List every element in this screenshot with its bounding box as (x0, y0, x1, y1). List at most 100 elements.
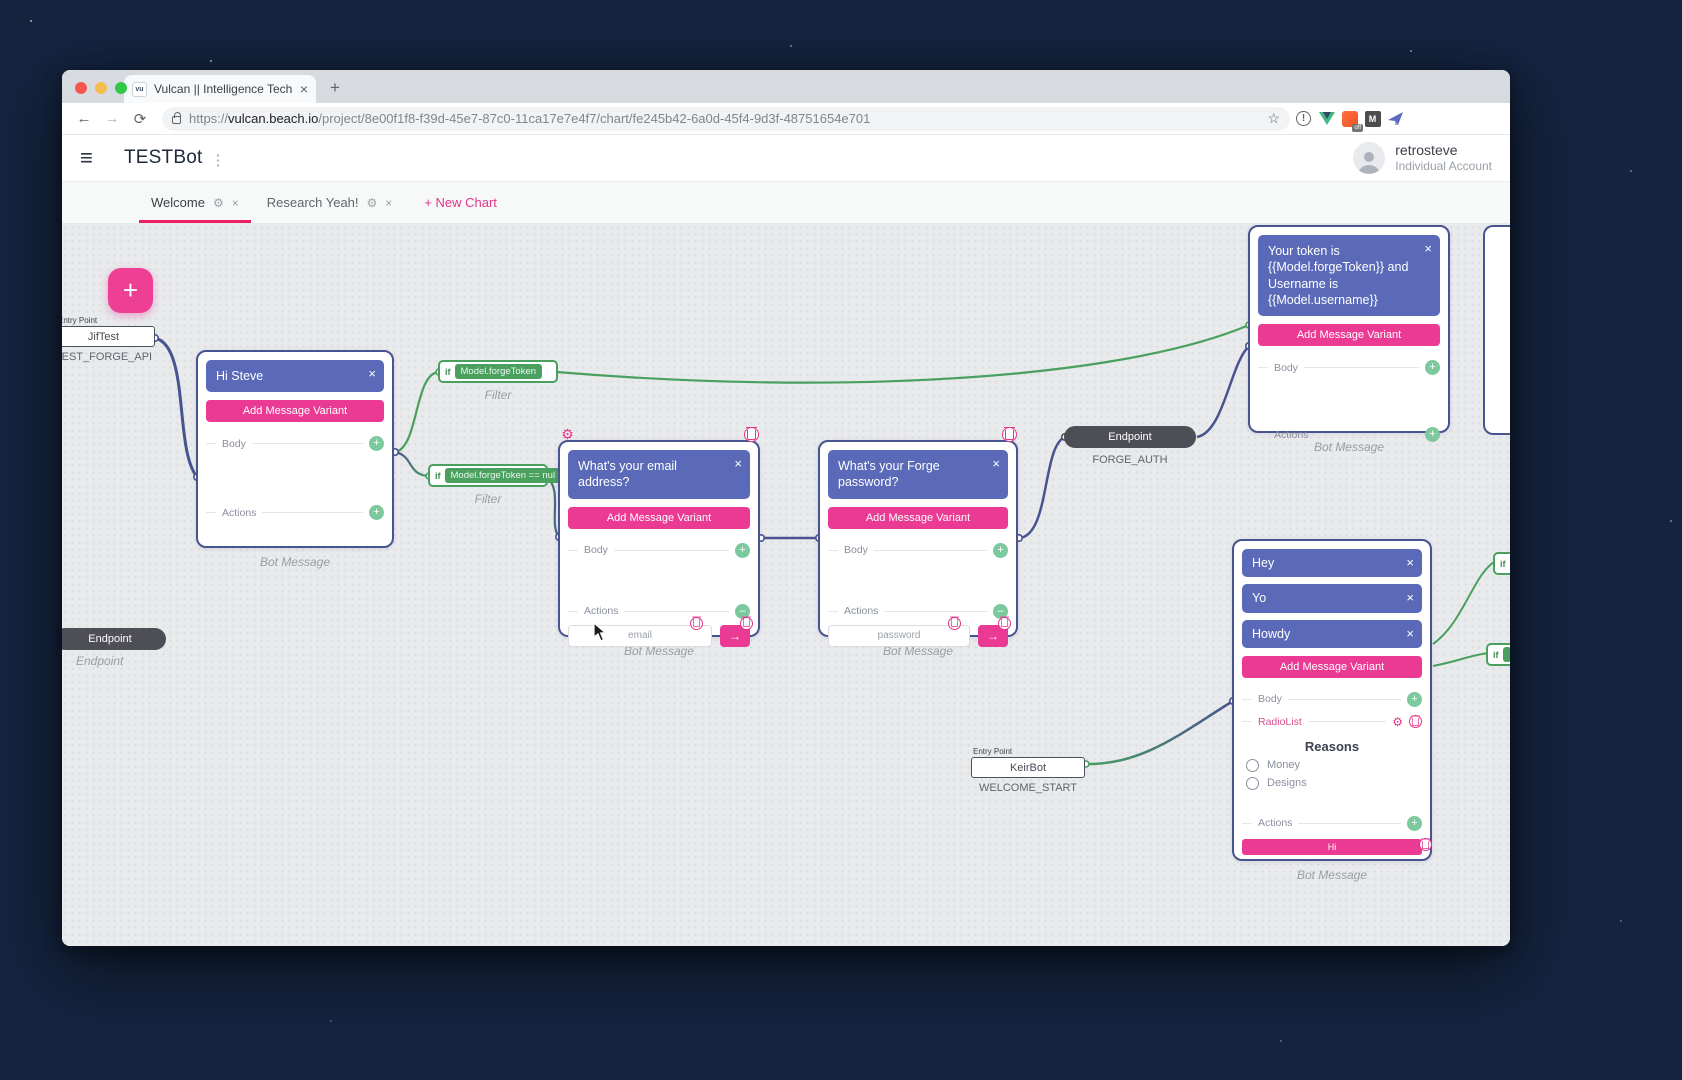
close-icon[interactable]: × (992, 456, 1000, 471)
filter-node-partial-1[interactable]: if (1493, 552, 1510, 575)
add-action-button[interactable]: + (1407, 815, 1422, 831)
radiolist-trash-icon[interactable] (1409, 715, 1422, 729)
add-node-button[interactable]: + (108, 268, 153, 313)
tab-settings-gear-icon[interactable]: ⚙ (366, 195, 378, 210)
radio-option-money[interactable]: Money (1246, 758, 1422, 772)
endpoint-node-forge-auth[interactable]: Endpoint FORGE_AUTH (1064, 426, 1196, 466)
close-icon[interactable]: × (1424, 241, 1432, 256)
message-header[interactable]: What's your Forge password? × (828, 450, 1008, 499)
radio-circle[interactable] (1246, 758, 1259, 772)
tab-close-icon[interactable]: × (385, 195, 393, 210)
bot-message-node-partial[interactable] (1483, 225, 1510, 435)
add-action-button[interactable]: + (1425, 427, 1440, 442)
message-header-hey[interactable]: Hey × (1242, 549, 1422, 578)
action-button-hi[interactable]: Hi (1242, 838, 1422, 855)
entry-node-jiftest-box[interactable]: JifTest (62, 326, 155, 347)
close-icon[interactable]: × (368, 366, 376, 381)
tab-settings-gear-icon[interactable]: ⚙ (212, 195, 224, 210)
add-message-variant-button[interactable]: Add Message Variant (206, 400, 384, 423)
delete-input-trash-icon[interactable] (948, 616, 961, 630)
add-message-variant-button[interactable]: Add Message Variant (828, 506, 1008, 529)
tab-close-icon[interactable]: × (299, 81, 308, 97)
filter-node-partial-2[interactable]: if (1486, 643, 1510, 666)
minimize-window-button[interactable] (95, 82, 107, 94)
add-message-variant-button[interactable]: Add Message Variant (1258, 324, 1440, 346)
delete-node-trash-icon[interactable] (1002, 426, 1017, 442)
extension-m-icon[interactable]: M (1363, 109, 1382, 128)
add-action-button[interactable]: + (369, 505, 384, 521)
close-icon[interactable]: × (1406, 625, 1414, 641)
filter-condition[interactable]: Model.forgeToken (454, 364, 543, 379)
entry-node-keirbot[interactable]: Entry Point KeirBot WELCOME_START (971, 747, 1085, 794)
close-icon[interactable]: × (734, 456, 742, 471)
back-icon[interactable]: ← (76, 110, 92, 127)
close-icon[interactable]: × (1406, 590, 1414, 606)
radio-circle[interactable] (1246, 776, 1259, 790)
radio-label: Money (1267, 759, 1301, 772)
bot-message-node-email[interactable]: ⚙ What's your email address? × Add Messa… (558, 426, 760, 658)
remove-action-button[interactable]: – (735, 603, 750, 619)
endpoint-pill[interactable]: Endpoint (1064, 426, 1196, 448)
password-field[interactable]: password (828, 624, 970, 647)
add-body-button[interactable]: + (735, 542, 750, 558)
endpoint-node-left[interactable]: Endpoint Endpoint (62, 628, 166, 668)
new-tab-button[interactable]: + (330, 78, 340, 97)
message-title: What's your email address? (578, 459, 677, 490)
add-body-button[interactable]: + (369, 436, 384, 452)
close-window-button[interactable] (75, 82, 87, 94)
forward-icon[interactable]: → (104, 110, 120, 127)
delete-input-trash-icon[interactable] (690, 616, 703, 630)
reload-icon[interactable]: ⟳ (133, 110, 147, 128)
flow-canvas[interactable]: + Entry Point JifTest TEST_FORGE_API End… (62, 224, 1510, 946)
user-avatar[interactable] (1353, 142, 1386, 174)
user-info[interactable]: retrosteve Individual Account (1395, 142, 1492, 175)
filter-node-1[interactable]: if Model.forgeToken Filter (438, 360, 558, 402)
address-bar[interactable]: https://vulcan.beach.io/project/8e00f1f8… (162, 106, 1290, 131)
email-field[interactable]: email (568, 624, 712, 647)
message-header-yo[interactable]: Yo × (1242, 584, 1422, 613)
remove-action-button[interactable]: – (993, 603, 1008, 619)
bot-message-node-token[interactable]: Your token is {{Model.forgeToken}} and U… (1248, 225, 1450, 454)
bot-message-node-multi[interactable]: Hey × Yo × Howdy × Add Message Variant B… (1232, 539, 1432, 882)
new-chart-button[interactable]: + New Chart (424, 195, 497, 210)
add-body-button[interactable]: + (1407, 691, 1422, 707)
entry-node-keirbot-box[interactable]: KeirBot (971, 757, 1085, 778)
delete-button-trash-icon[interactable] (998, 616, 1011, 630)
add-body-button[interactable]: + (1425, 360, 1440, 375)
extension-orange-icon[interactable]: off (1340, 109, 1363, 132)
message-header[interactable]: Your token is {{Model.forgeToken}} and U… (1258, 235, 1440, 316)
radio-option-designs[interactable]: Designs (1246, 776, 1422, 790)
bot-menu-kebab-icon[interactable]: ⋮ (210, 151, 226, 169)
extension-plane-icon[interactable] (1386, 109, 1405, 128)
submit-arrow-button[interactable]: → (720, 624, 750, 647)
settings-gear-icon[interactable]: ⚙ (561, 426, 574, 442)
tab-close-icon[interactable]: × (231, 195, 239, 210)
bot-message-node-password[interactable]: What's your Forge password? × Add Messag… (818, 426, 1018, 658)
bot-message-node-hi-steve[interactable]: Hi Steve × Add Message Variant Body + Ac… (196, 350, 394, 569)
extension-info-icon[interactable]: ! (1294, 109, 1313, 128)
delete-node-trash-icon[interactable] (744, 426, 759, 442)
endpoint-pill[interactable]: Endpoint (62, 628, 166, 650)
tab-welcome[interactable]: Welcome ⚙ × (137, 182, 253, 223)
add-message-variant-button[interactable]: Add Message Variant (1242, 655, 1422, 678)
zoom-window-button[interactable] (115, 82, 127, 94)
filter-node-2[interactable]: if Model.forgeToken == nul Filter (428, 464, 562, 506)
add-body-button[interactable]: + (993, 542, 1008, 558)
bookmark-star-icon[interactable]: ☆ (1267, 110, 1280, 126)
close-icon[interactable]: × (1406, 555, 1414, 570)
message-header[interactable]: What's your email address? × (568, 450, 750, 499)
delete-button-trash-icon[interactable] (740, 616, 753, 630)
submit-arrow-button[interactable]: → (978, 624, 1008, 647)
delete-action-trash-icon[interactable] (1419, 838, 1432, 851)
extension-vue-icon[interactable] (1317, 109, 1336, 128)
add-message-variant-button[interactable]: Add Message Variant (568, 506, 750, 529)
message-header[interactable]: Hi Steve × (206, 360, 384, 393)
hamburger-menu-icon[interactable]: ≡ (80, 145, 93, 170)
message-header-howdy[interactable]: Howdy × (1242, 619, 1422, 648)
radiolist-gear-icon[interactable]: ⚙ (1392, 714, 1403, 729)
filter-condition[interactable]: Model.forgeToken == nul (444, 468, 562, 483)
tab-research-yeah[interactable]: Research Yeah! ⚙ × (253, 182, 407, 223)
entry-node-jiftest[interactable]: Entry Point JifTest TEST_FORGE_API (62, 316, 155, 363)
browser-tab[interactable]: vu Vulcan || Intelligence Technolo × (124, 75, 316, 103)
browser-toolbar: ← → ⟳ https://vulcan.beach.io/project/8e… (62, 103, 1510, 135)
